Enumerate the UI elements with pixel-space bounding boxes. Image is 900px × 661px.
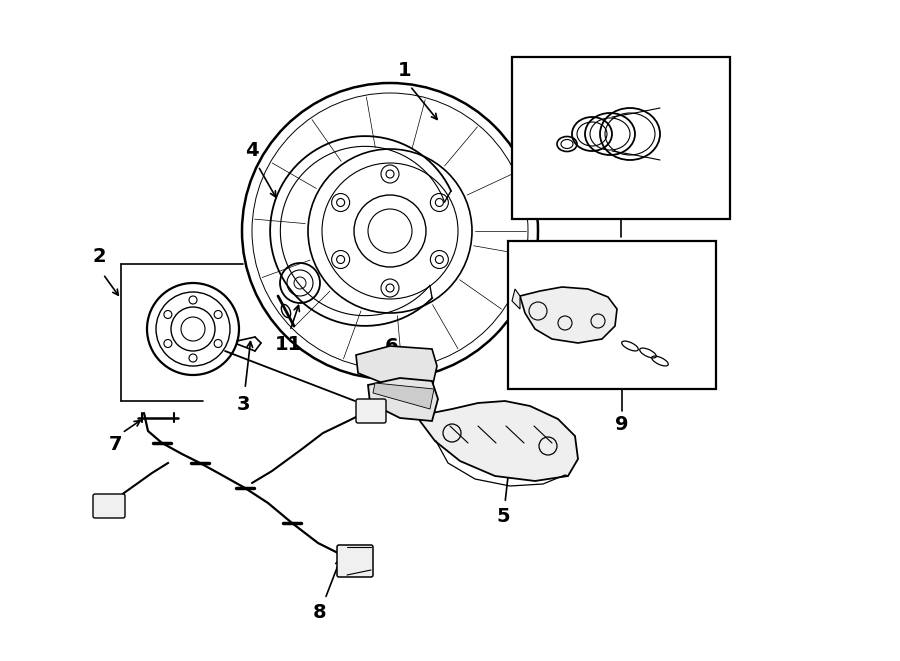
Text: 7: 7 bbox=[108, 436, 122, 455]
Text: 2: 2 bbox=[92, 247, 106, 266]
Polygon shape bbox=[368, 378, 438, 421]
Bar bbox=[512, 57, 730, 219]
Polygon shape bbox=[512, 289, 520, 309]
Polygon shape bbox=[420, 401, 578, 481]
Bar bbox=[508, 241, 716, 389]
Polygon shape bbox=[356, 346, 437, 388]
Text: 5: 5 bbox=[496, 508, 509, 527]
Polygon shape bbox=[373, 383, 434, 409]
FancyBboxPatch shape bbox=[337, 545, 373, 577]
Polygon shape bbox=[520, 287, 617, 343]
Text: 8: 8 bbox=[313, 603, 327, 623]
Text: 4: 4 bbox=[245, 141, 259, 161]
Text: 11: 11 bbox=[274, 336, 302, 354]
Text: 10: 10 bbox=[608, 241, 634, 260]
Text: 3: 3 bbox=[236, 395, 250, 414]
FancyBboxPatch shape bbox=[356, 399, 386, 423]
Text: 1: 1 bbox=[398, 61, 412, 81]
FancyBboxPatch shape bbox=[93, 494, 125, 518]
Text: 6: 6 bbox=[385, 336, 399, 356]
Text: 9: 9 bbox=[616, 414, 629, 434]
